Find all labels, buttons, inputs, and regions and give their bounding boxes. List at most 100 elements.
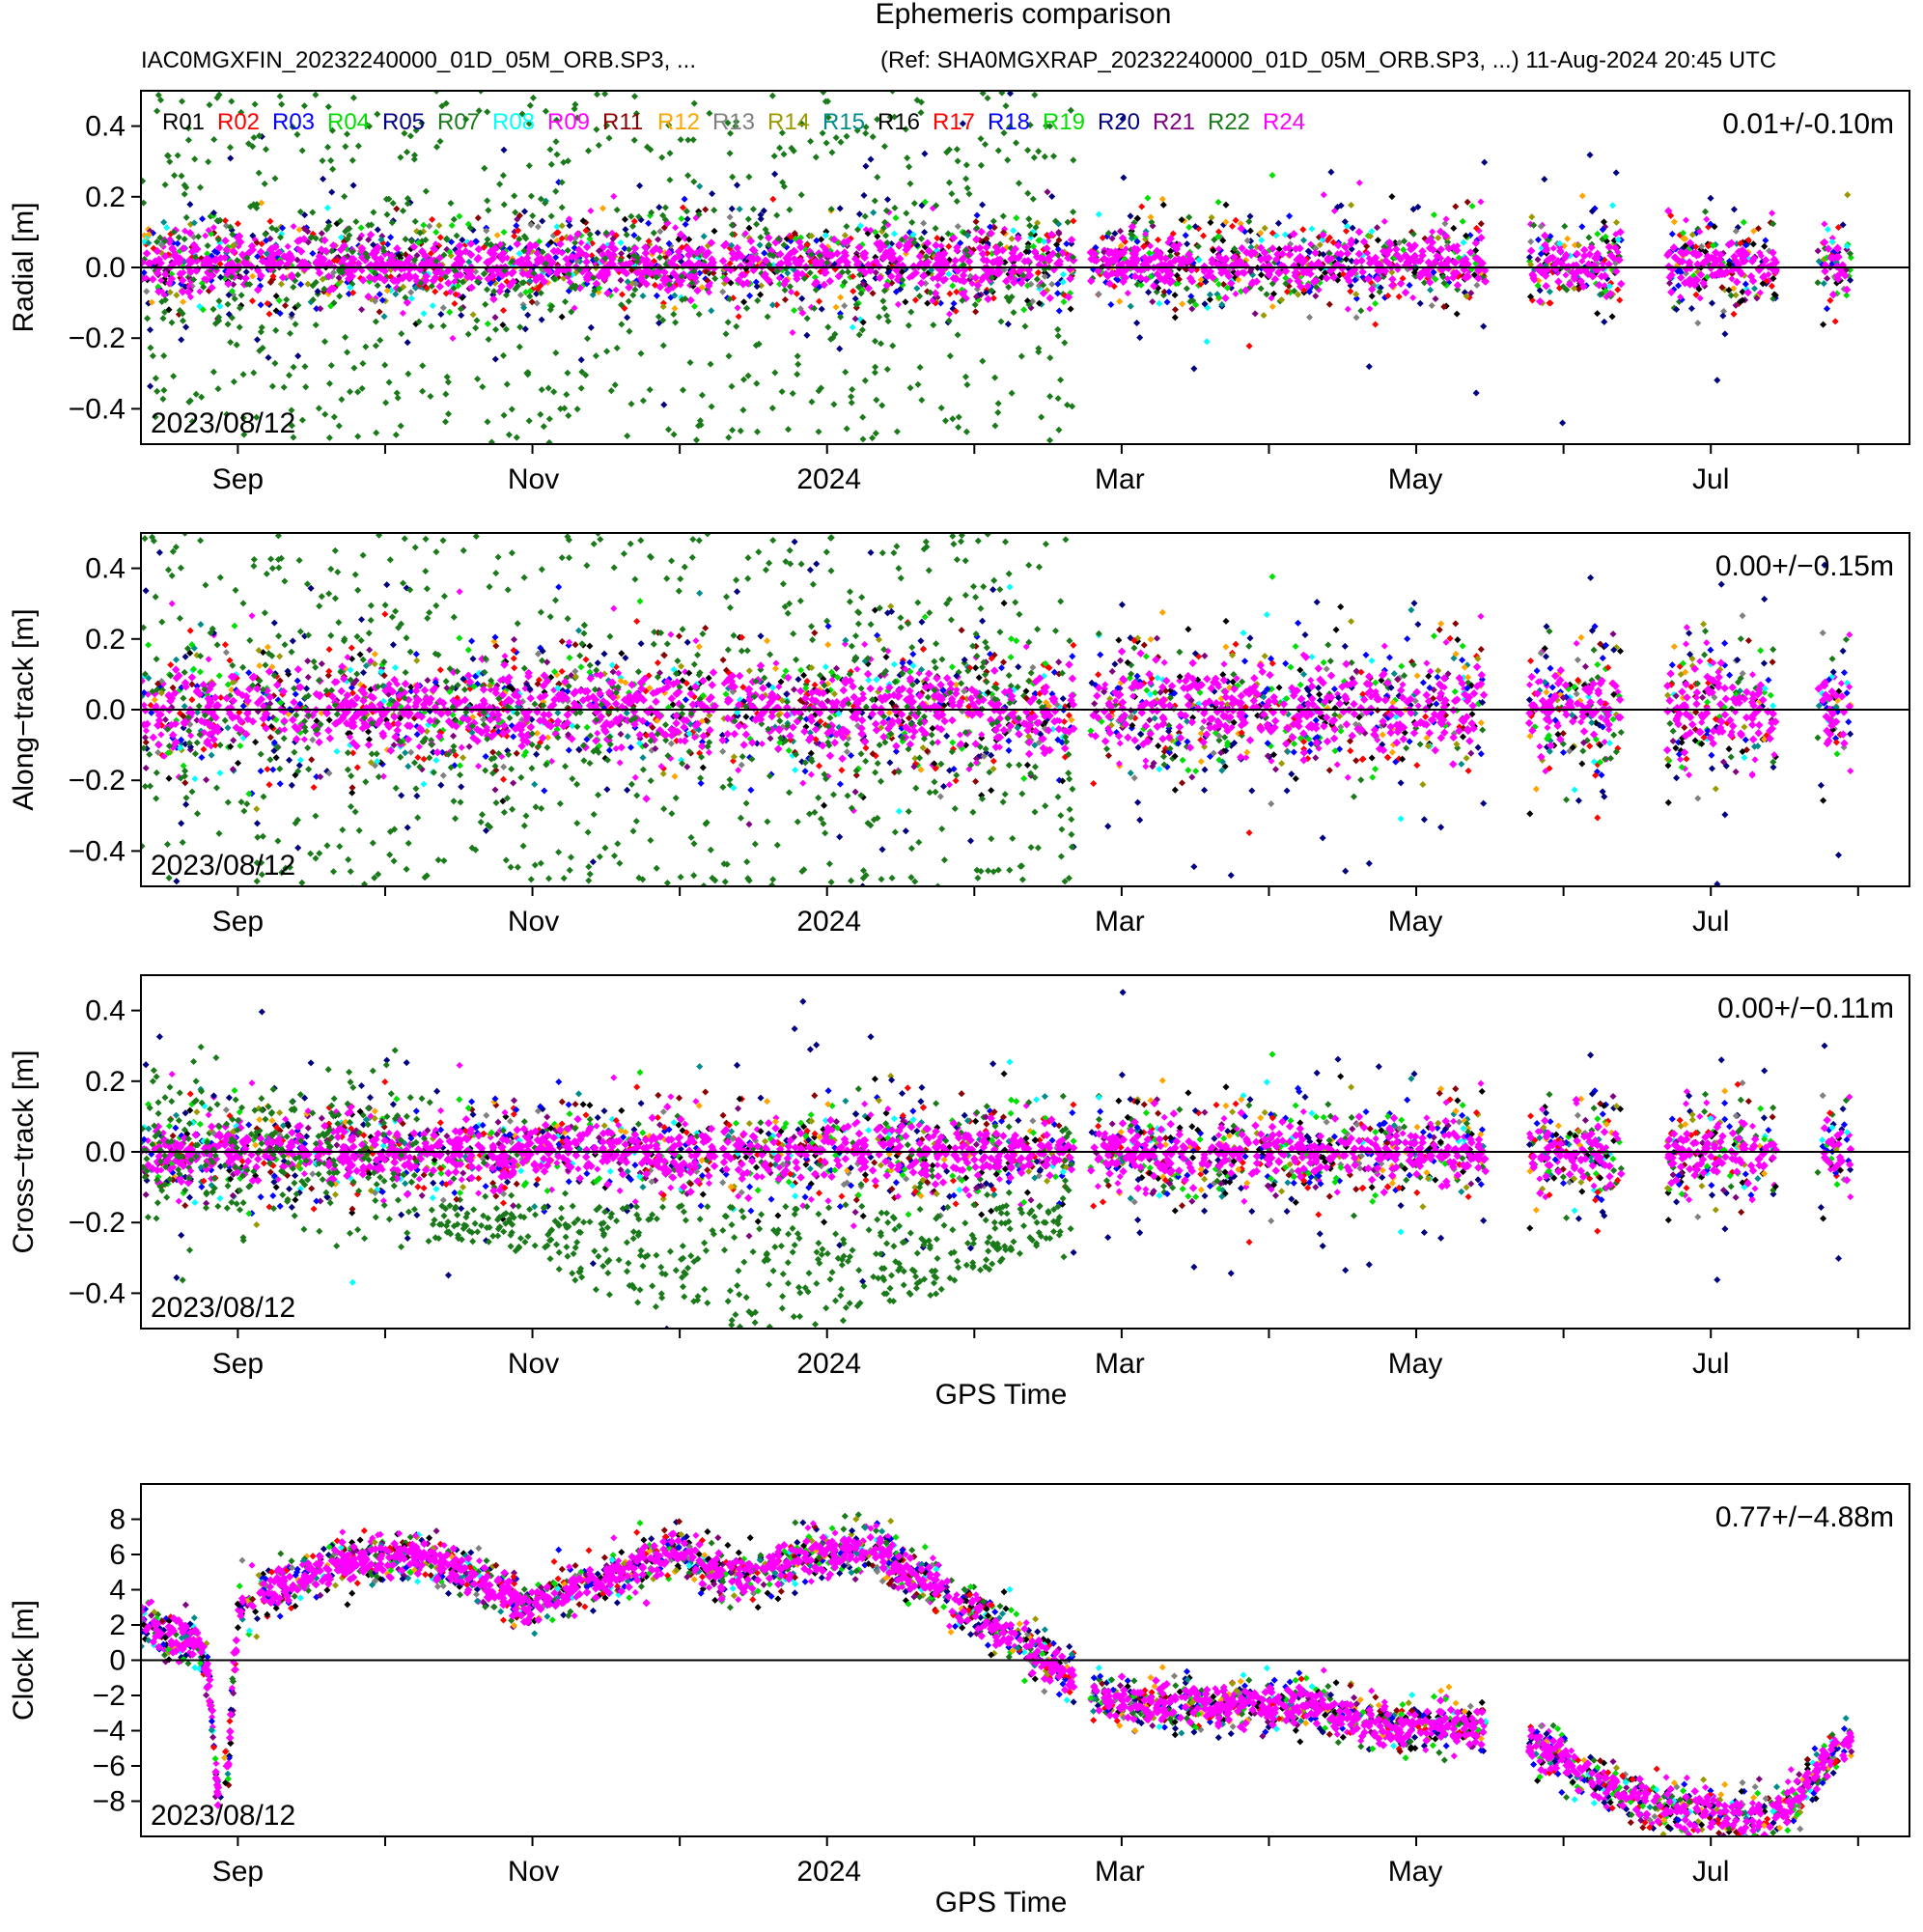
data-point: [1541, 176, 1548, 183]
data-point: [592, 352, 599, 360]
data-point: [1024, 147, 1032, 154]
data-point: [1054, 325, 1062, 333]
data-point: [511, 192, 518, 200]
data-point: [553, 151, 561, 158]
data-point: [178, 336, 185, 344]
data-point: [376, 291, 383, 298]
data-point: [295, 762, 303, 770]
data-point: [736, 206, 743, 213]
data-point: [832, 134, 840, 142]
data-point: [485, 207, 492, 214]
data-point: [552, 349, 560, 357]
data-point: [626, 327, 633, 335]
data-point: [1354, 228, 1364, 237]
data-point: [499, 306, 508, 315]
data-point: [381, 361, 389, 369]
data-point: [262, 146, 270, 154]
data-point: [1404, 635, 1411, 643]
data-point: [949, 739, 957, 746]
data-point: [972, 218, 980, 226]
data-point: [1035, 348, 1043, 356]
data-point: [419, 387, 427, 395]
data-point: [903, 210, 910, 217]
data-point: [450, 732, 458, 740]
data-point: [934, 235, 941, 242]
x-tick-label: Sep: [212, 463, 264, 495]
data-point: [341, 192, 348, 201]
data-point: [353, 764, 361, 771]
data-point: [1299, 237, 1308, 244]
data-point: [1107, 300, 1115, 309]
data-point: [708, 307, 715, 315]
data-point: [1586, 151, 1594, 159]
data-point: [849, 272, 857, 280]
data-point: [1542, 282, 1550, 291]
data-point: [890, 230, 898, 238]
data-point: [650, 229, 657, 237]
data-point: [327, 156, 335, 164]
data-point: [1041, 153, 1048, 160]
data-point: [655, 236, 662, 243]
data-point: [639, 754, 647, 762]
data-point: [605, 134, 613, 142]
data-point: [446, 308, 454, 316]
data-point: [617, 276, 625, 284]
data-point: [1372, 321, 1380, 328]
data-point: [677, 136, 684, 144]
data-point: [1163, 298, 1171, 306]
data-point: [226, 144, 235, 152]
data-point: [1245, 217, 1253, 226]
data-point: [627, 743, 635, 751]
data-point: [173, 292, 181, 299]
data-point: [733, 182, 741, 189]
data-point: [963, 184, 971, 192]
data-point: [798, 294, 806, 302]
data-point: [210, 135, 218, 144]
data-point: [558, 637, 566, 645]
data-point: [744, 215, 752, 223]
data-point: [1348, 201, 1355, 209]
data-point: [1017, 352, 1025, 360]
data-point: [778, 388, 786, 396]
data-point: [439, 322, 447, 330]
data-point: [236, 323, 243, 331]
data-point: [473, 317, 481, 324]
data-point: [957, 239, 964, 247]
data-point: [735, 313, 742, 321]
data-point: [1452, 203, 1460, 210]
data-point: [624, 314, 631, 322]
data-point: [550, 388, 558, 396]
data-point: [1429, 228, 1436, 236]
data-point: [553, 223, 561, 231]
data-point: [753, 428, 762, 435]
data-point: [436, 234, 444, 241]
data-point: [962, 175, 970, 182]
data-point: [1527, 657, 1535, 665]
data-point: [837, 294, 845, 301]
data-point: [745, 667, 753, 675]
data-point: [359, 669, 368, 677]
data-point: [262, 231, 269, 238]
x-tick-label: 2024: [796, 463, 861, 495]
data-point: [533, 750, 541, 758]
data-point: [813, 560, 821, 568]
data-point: [1608, 313, 1616, 321]
data-point: [909, 262, 918, 270]
data-point: [303, 685, 311, 692]
data-point: [820, 91, 827, 96]
data-point: [1704, 698, 1712, 706]
data-point: [510, 733, 517, 741]
data-point: [1840, 669, 1849, 677]
data-point: [324, 143, 332, 151]
data-point: [1048, 280, 1056, 288]
data-point: [612, 286, 620, 294]
data-point: [439, 304, 447, 312]
data-point: [607, 387, 615, 395]
data-point: [841, 232, 849, 239]
data-point: [1352, 757, 1360, 765]
data-point: [1145, 289, 1153, 296]
data-point: [948, 663, 956, 671]
data-point: [1707, 194, 1714, 202]
data-point: [239, 371, 247, 378]
data-point: [250, 133, 258, 142]
